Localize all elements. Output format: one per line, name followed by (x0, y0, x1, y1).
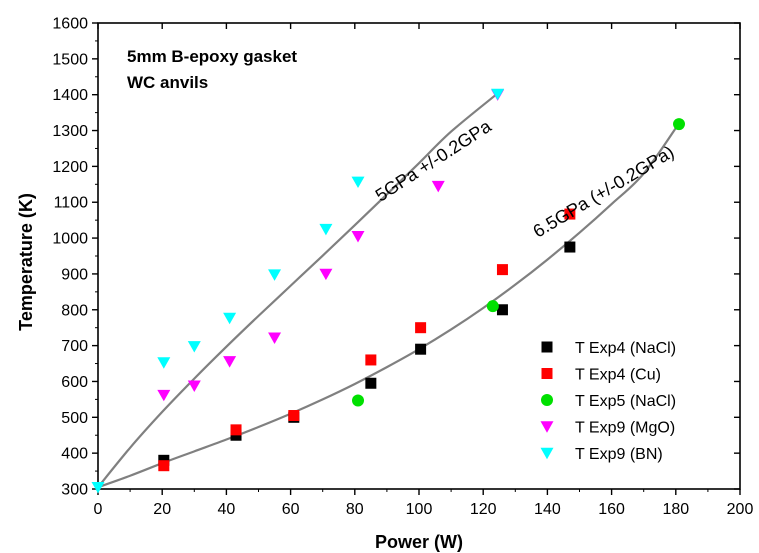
x-tick-label: 40 (218, 501, 236, 518)
x-axis-title: Power (W) (375, 532, 463, 552)
x-tick-label: 140 (534, 501, 561, 518)
data-point (268, 269, 282, 281)
legend-label: T Exp9 (BN) (575, 446, 663, 463)
annotation-anvils: WC anvils (127, 73, 208, 92)
data-point (157, 389, 171, 402)
curve-label-5gpa: 5GPa +/-0.2GPa (372, 116, 496, 206)
data-point (431, 180, 445, 193)
data-point (415, 322, 427, 334)
data-point (288, 410, 300, 422)
y-tick-label: 1000 (52, 231, 88, 248)
series-4 (91, 88, 505, 494)
data-points (91, 88, 686, 494)
y-tick-label: 600 (61, 374, 88, 391)
y-tick-label: 900 (61, 266, 88, 283)
series-1 (158, 208, 576, 472)
x-tick-label: 120 (470, 501, 497, 518)
data-point (365, 377, 377, 389)
data-point (352, 394, 365, 407)
legend-label: T Exp4 (Cu) (575, 367, 661, 384)
data-point (268, 332, 282, 344)
data-point (230, 424, 242, 436)
x-tick-label: 100 (406, 501, 433, 518)
series-2 (352, 118, 686, 407)
fit-curve-1 (97, 122, 680, 489)
legend-label: T Exp5 (NaCl) (575, 393, 676, 410)
annotation-gasket: 5mm B-epoxy gasket (127, 47, 297, 66)
fit-curves (97, 93, 680, 489)
data-point (496, 264, 508, 276)
x-tick-label: 180 (662, 501, 689, 518)
legend-marker (541, 341, 553, 353)
legend-marker (540, 421, 554, 433)
y-tick-label: 1600 (52, 16, 88, 33)
data-point (564, 241, 576, 253)
data-point (365, 354, 377, 366)
y-tick-label: 800 (61, 302, 88, 319)
y-tick-label: 300 (61, 482, 88, 499)
data-point (157, 357, 171, 369)
data-point (187, 380, 201, 392)
legend-marker (540, 447, 554, 460)
y-tick-label: 1300 (52, 123, 88, 140)
series-0 (158, 241, 576, 466)
data-point (223, 312, 237, 325)
legend-label: T Exp9 (MgO) (575, 420, 675, 437)
y-tick-label: 400 (61, 446, 88, 463)
x-tick-label: 160 (598, 501, 625, 518)
x-tick-label: 20 (153, 501, 171, 518)
legend: T Exp4 (NaCl) T Exp4 (Cu) T Exp5 (NaCl) T E… (540, 340, 676, 463)
data-point (564, 208, 576, 220)
data-point (351, 176, 365, 189)
fit-curve-0 (97, 93, 497, 488)
y-tick-label: 1500 (52, 51, 88, 68)
data-point (673, 118, 686, 131)
legend-marker (541, 368, 553, 379)
data-point (496, 304, 508, 316)
y-axis-title: Temperature (K) (16, 193, 36, 331)
data-point (486, 300, 499, 313)
data-point (319, 268, 333, 281)
y-tick-label: 700 (61, 338, 88, 355)
legend-marker (541, 394, 553, 406)
x-tick-label: 60 (282, 501, 300, 518)
data-point (415, 343, 427, 355)
data-point (91, 481, 105, 494)
data-point (351, 231, 365, 243)
x-axis-ticks: 0 20 40 60 80 100 120 140 160 180 200 (94, 23, 754, 518)
y-tick-label: 1400 (52, 87, 88, 104)
legend-label: T Exp4 (NaCl) (575, 340, 676, 357)
curve-label-6-5gpa: 6.5GPa (+/-0.2GPa) (530, 142, 678, 242)
data-point (223, 356, 237, 368)
data-point (491, 88, 505, 101)
x-tick-label: 0 (94, 501, 103, 518)
y-tick-label: 1200 (52, 159, 88, 176)
data-point (187, 341, 201, 353)
y-tick-label: 500 (61, 410, 88, 427)
data-point (158, 460, 170, 472)
x-tick-label: 200 (727, 501, 754, 518)
x-tick-label: 80 (346, 501, 364, 518)
y-axis-ticks: 300 400 500 600 700 800 900 1000 1100 1200 1300 140… (52, 16, 740, 499)
y-tick-label: 1100 (54, 195, 89, 212)
data-point (319, 223, 333, 236)
